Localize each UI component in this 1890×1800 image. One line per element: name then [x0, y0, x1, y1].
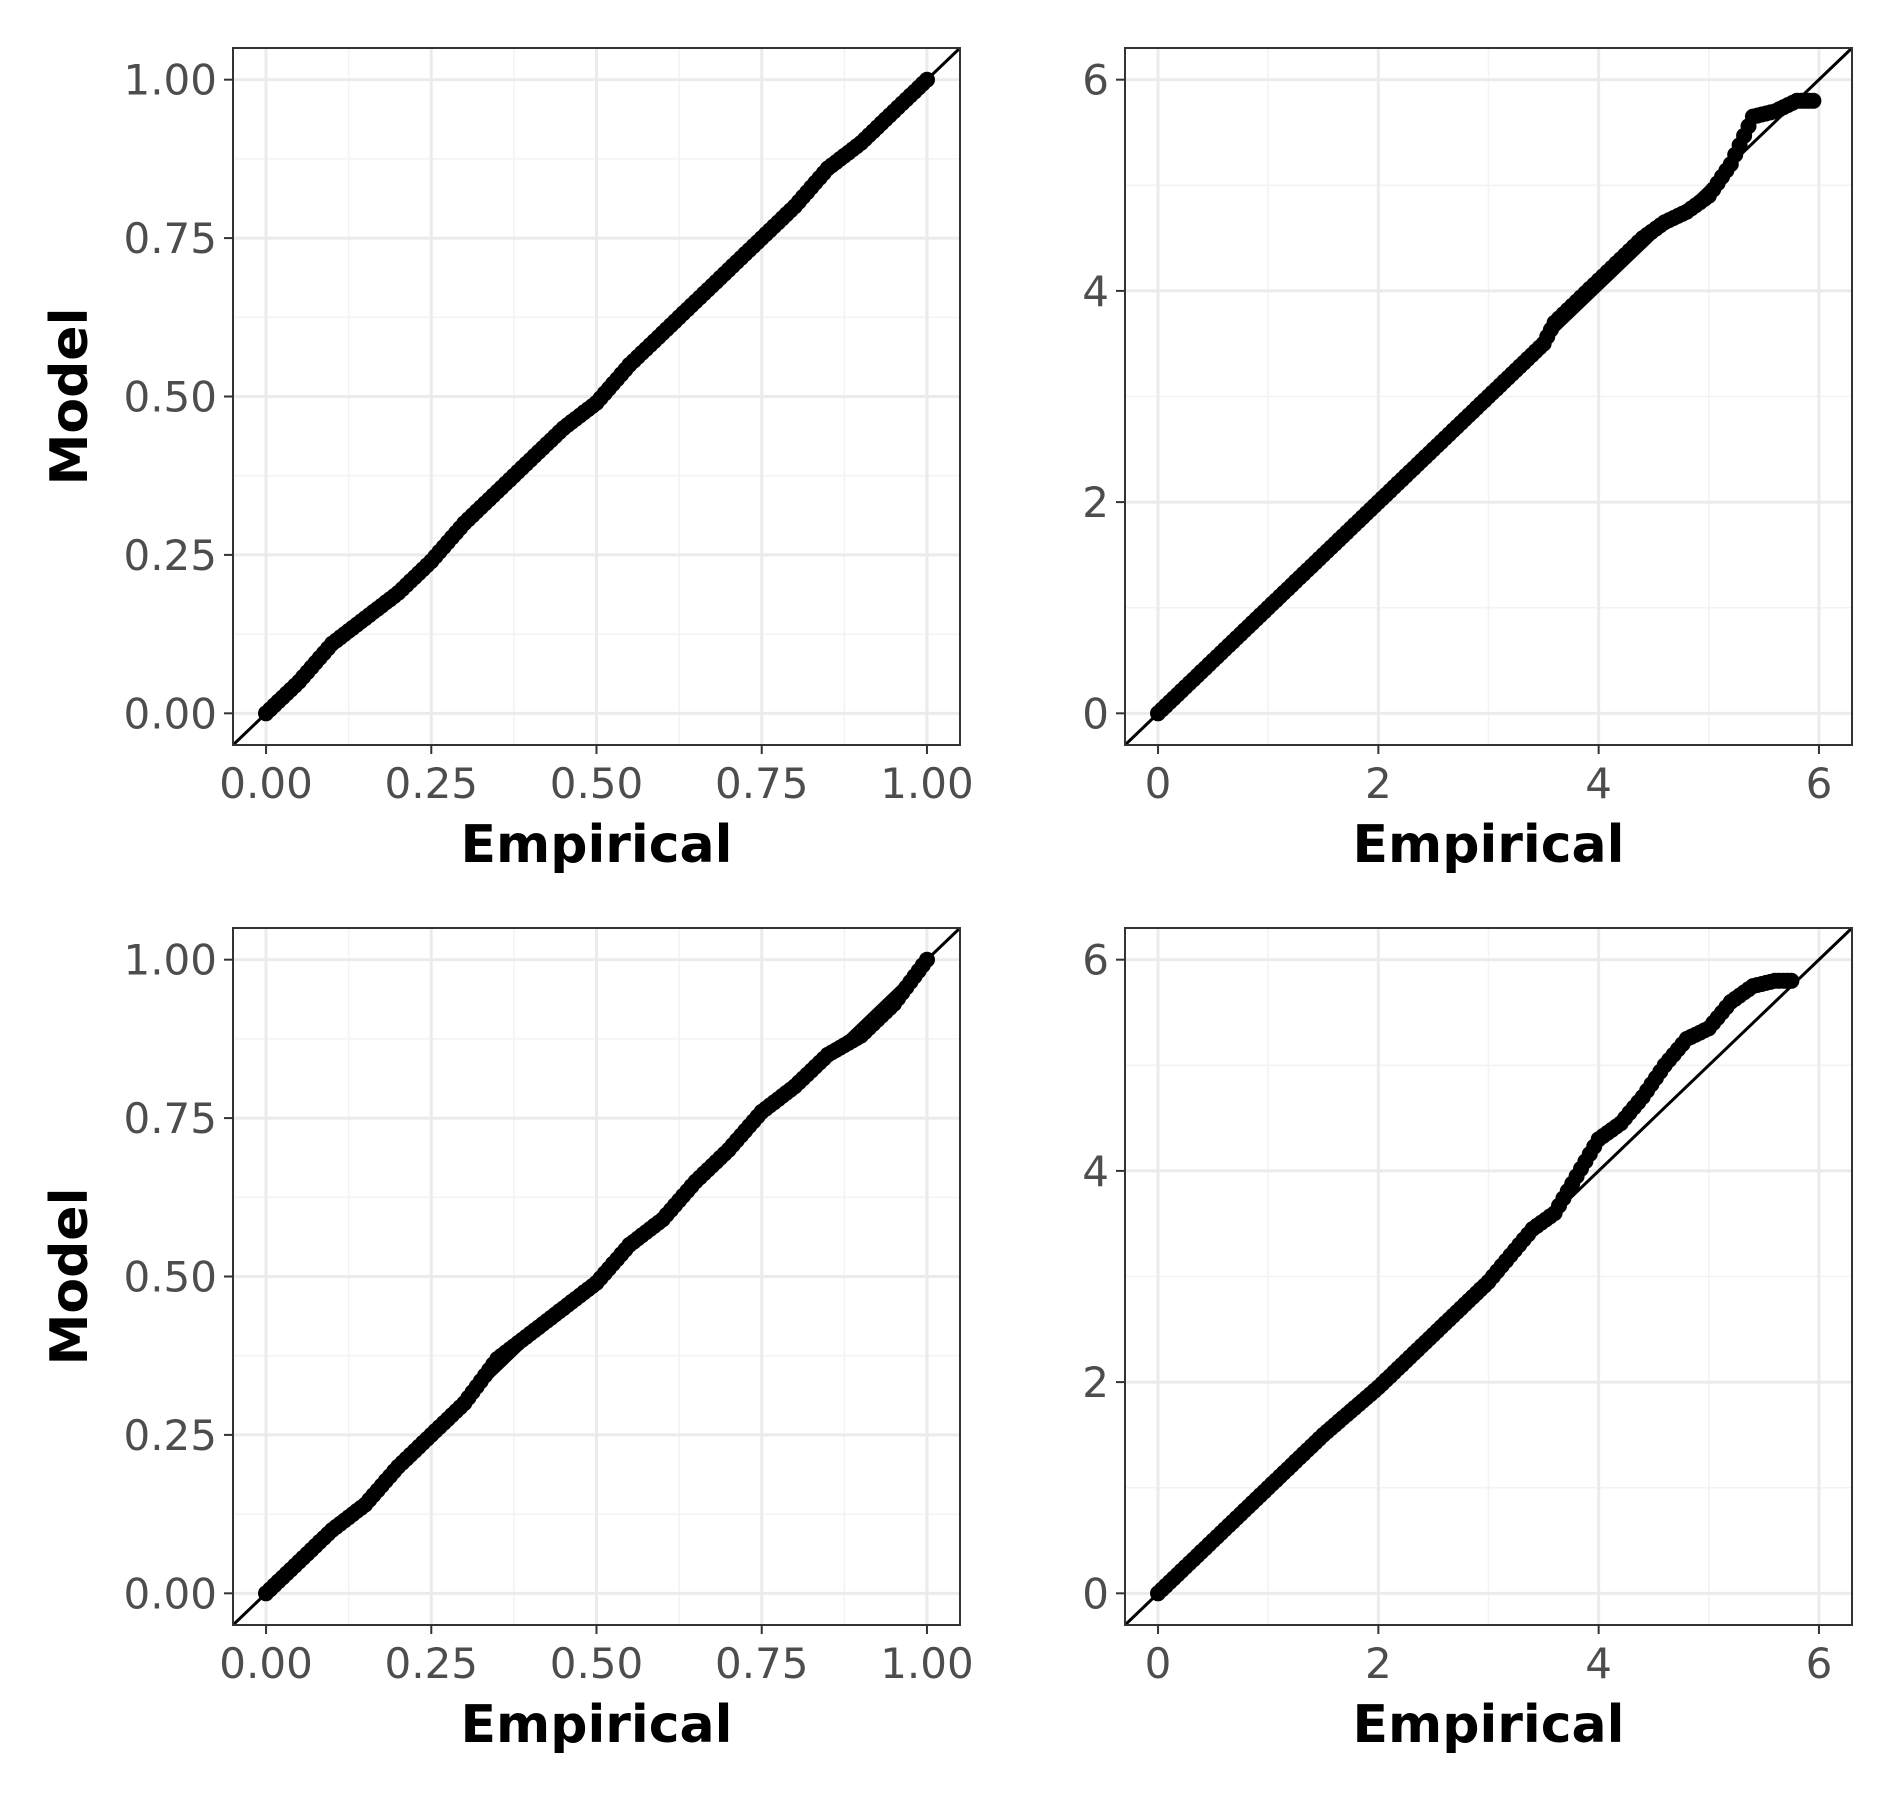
data-point [1783, 972, 1800, 989]
x-tick-label: 0 [1145, 759, 1172, 808]
x-tick-label: 0.25 [385, 1639, 479, 1688]
x-tick-label: 0.75 [715, 1639, 809, 1688]
x-tick-label: 4 [1585, 1639, 1612, 1688]
x-tick-label: 0.00 [219, 1639, 313, 1688]
y-tick-label: 2 [1082, 478, 1109, 527]
y-tick-label: 0.75 [123, 214, 217, 263]
data-points [258, 71, 935, 722]
y-tick-label: 0.00 [123, 1569, 217, 1618]
data-point [1805, 92, 1822, 109]
y-tick-label: 0 [1082, 1569, 1109, 1618]
y-tick-label: 0 [1082, 689, 1109, 738]
axes: 0 2 4 6 0 2 4 6 [1082, 56, 1832, 808]
x-tick-label: 6 [1806, 759, 1833, 808]
y-tick-label: 6 [1082, 56, 1109, 105]
panel-top-right: 0 2 4 6 0 2 4 6 Empirical [1082, 46, 1854, 875]
x-axis-title: Empirical [461, 1695, 733, 1755]
y-tick-label: 0.25 [123, 1411, 217, 1460]
x-axis-title: Empirical [461, 815, 733, 875]
x-tick-label: 0.50 [550, 1639, 644, 1688]
y-tick-label: 4 [1082, 1147, 1109, 1196]
x-tick-label: 0 [1145, 1639, 1172, 1688]
x-axis-title: Empirical [1353, 815, 1625, 875]
x-tick-label: 1.00 [880, 1639, 974, 1688]
y-axis-title: Model [40, 1188, 100, 1366]
x-tick-label: 4 [1585, 759, 1612, 808]
x-axis-title: Empirical [1353, 1695, 1625, 1755]
y-tick-label: 0.00 [123, 689, 217, 738]
panel-top-left: 0.00 0.25 0.50 0.75 1.00 0.00 0.25 0.50 0.75 1.00… [40, 46, 974, 875]
x-tick-label: 2 [1365, 759, 1392, 808]
gridlines [1125, 928, 1852, 1625]
y-tick-label: 0.50 [123, 1253, 217, 1302]
axes: 0.00 0.25 0.50 0.75 1.00 0.00 0.25 0.50 0.75 1.00 [123, 936, 973, 1688]
axes: 0.00 0.25 0.50 0.75 1.00 0.00 0.25 0.50 0.75 1.00 [123, 56, 973, 808]
y-tick-label: 0.25 [123, 531, 217, 580]
x-tick-label: 0.00 [219, 759, 313, 808]
panel-bottom-left: 0.00 0.25 0.50 0.75 1.00 0.00 0.25 0.50 0.75 1.00… [40, 926, 974, 1755]
y-tick-label: 4 [1082, 267, 1109, 316]
gridlines [233, 928, 960, 1625]
y-tick-label: 0.75 [123, 1094, 217, 1143]
y-tick-label: 1.00 [123, 56, 217, 105]
x-tick-label: 0.50 [550, 759, 644, 808]
panel-bottom-right: 0 2 4 6 0 2 4 6 Empirical [1082, 926, 1854, 1755]
x-tick-label: 6 [1806, 1639, 1833, 1688]
y-tick-label: 1.00 [123, 936, 217, 985]
x-tick-label: 2 [1365, 1639, 1392, 1688]
data-point [919, 71, 935, 88]
gridlines [1125, 48, 1852, 745]
data-points [1150, 972, 1800, 1602]
axes: 0 2 4 6 0 2 4 6 [1082, 936, 1832, 1688]
data-point [919, 951, 935, 968]
x-tick-label: 0.25 [385, 759, 479, 808]
y-tick-label: 6 [1082, 936, 1109, 985]
y-tick-label: 2 [1082, 1358, 1109, 1407]
y-tick-label: 0.50 [123, 373, 217, 422]
data-points [258, 951, 935, 1602]
y-axis-title: Model [40, 308, 100, 486]
panel-border [1124, 927, 1853, 1626]
panel-border [1124, 47, 1853, 746]
x-tick-label: 0.75 [715, 759, 809, 808]
x-tick-label: 1.00 [880, 759, 974, 808]
data-points [1150, 92, 1822, 722]
